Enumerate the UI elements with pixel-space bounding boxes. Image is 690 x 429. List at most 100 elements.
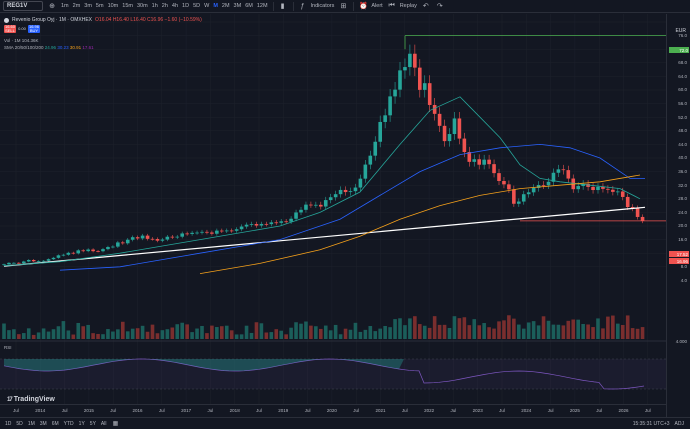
volume-bar: [195, 328, 199, 339]
symbol-search[interactable]: REG1V: [3, 1, 43, 11]
volume-bar: [205, 333, 209, 339]
alert-button[interactable]: Alert: [371, 3, 383, 9]
timeframe-30m[interactable]: 30m: [136, 3, 148, 9]
volume-bar: [254, 322, 259, 339]
price-axis[interactable]: EUR 76.0 72.0 68.0 64.0 60.0 56.0 52.0 48.0 44.0…: [666, 14, 690, 419]
price-chart[interactable]: [0, 14, 666, 404]
redo-icon[interactable]: ↷: [436, 3, 443, 10]
clock-time[interactable]: 15:35:31 UTC+3: [632, 421, 670, 427]
volume-bar: [51, 329, 56, 339]
timeframe-6M[interactable]: 6M: [245, 3, 253, 9]
replay-icon[interactable]: ⏮: [388, 2, 395, 9]
add-symbol-icon[interactable]: ⊕: [49, 3, 55, 10]
sma20-line: [3, 96, 641, 267]
range-All[interactable]: All: [100, 420, 107, 427]
adj-toggle[interactable]: ADJ: [674, 421, 684, 427]
indicators-icon[interactable]: ƒ: [300, 2, 305, 10]
candle-body: [254, 224, 259, 226]
range-group: 1D 5D 1M 3M 6M YTD 1Y 5Y All: [0, 421, 106, 427]
candle-body: [165, 236, 170, 240]
timeframe-3m[interactable]: 3m: [84, 3, 92, 9]
symbol-dot-icon: [4, 18, 9, 23]
alert-icon[interactable]: ⏰: [359, 3, 368, 10]
range-5D[interactable]: 5D: [16, 420, 23, 427]
rsi-legend[interactable]: RSI: [4, 345, 12, 350]
range-5Y[interactable]: 5Y: [89, 420, 96, 427]
candle-body: [611, 189, 615, 192]
volume-bar: [482, 323, 486, 339]
range-1D[interactable]: 1D: [5, 420, 12, 427]
volume-bar: [130, 328, 135, 339]
volume-bar: [12, 329, 16, 339]
volume-bar: [521, 328, 526, 339]
timeframe-1D[interactable]: 1D: [182, 3, 190, 9]
calendar-icon[interactable]: ▦: [112, 421, 119, 427]
timeframe-1m[interactable]: 1m: [61, 3, 69, 9]
volume-bar: [457, 318, 462, 339]
candle-body: [279, 221, 283, 223]
range-YTD[interactable]: YTD: [63, 420, 74, 427]
volume-bar: [309, 325, 313, 339]
volume-bar: [299, 323, 303, 339]
volume-bar: [517, 324, 521, 339]
candle-body: [71, 252, 76, 254]
candle-body: [353, 187, 358, 192]
volume-bar: [140, 325, 145, 339]
indicators-button[interactable]: Indicators: [310, 3, 335, 9]
volume-bar: [56, 326, 61, 339]
undo-icon[interactable]: ↶: [422, 3, 429, 10]
volume-bar: [413, 316, 417, 339]
volume-bar: [121, 321, 125, 339]
templates-icon[interactable]: ⊞: [340, 3, 347, 10]
volume-bar: [155, 333, 160, 339]
timeframe-W[interactable]: W: [204, 3, 210, 9]
timeframe-5m[interactable]: 5m: [95, 3, 104, 9]
sma-legend[interactable]: SMA 20/50/100/200 24.96 30.23 30.91 17.6…: [4, 44, 94, 51]
time-tick: Jul: [401, 408, 408, 413]
candle-body: [482, 159, 486, 165]
volume-bar: [576, 319, 580, 339]
sell-button[interactable]: 16.60 SELL: [4, 25, 16, 33]
range-1M[interactable]: 1M: [27, 420, 35, 427]
volume-bar: [497, 321, 501, 339]
candle-body: [31, 259, 36, 262]
candle-body: [541, 184, 546, 186]
candle-body: [556, 169, 561, 173]
volume-legend[interactable]: Vol · 1M 104.36K: [4, 37, 94, 44]
time-axis[interactable]: Jul 2014 Jul 2015 Jul 2016 Jul 2017 Jul 2018 Jul 20…: [0, 404, 666, 416]
timeframe-3M[interactable]: 3M: [233, 3, 242, 9]
candle-body: [244, 224, 249, 227]
candle-body: [497, 173, 501, 182]
timeframe-10m[interactable]: 10m: [107, 3, 119, 9]
timeframe-5D[interactable]: 5D: [193, 3, 201, 9]
timeframe-M[interactable]: M: [213, 3, 218, 9]
replay-button[interactable]: Replay: [399, 3, 417, 9]
timeframe-2M[interactable]: 2M: [221, 3, 230, 9]
candle-body: [111, 246, 115, 248]
volume-bar: [348, 329, 353, 339]
range-1Y[interactable]: 1Y: [78, 420, 85, 427]
buy-button[interactable]: 16.96 BUY: [28, 25, 40, 33]
candle-body: [294, 212, 298, 219]
candle-body: [12, 262, 16, 264]
range-3M[interactable]: 3M: [39, 420, 47, 427]
timeframe-2m[interactable]: 2m: [72, 3, 81, 9]
time-tick: 2017: [181, 408, 192, 413]
candle-body: [398, 70, 402, 90]
volume-bar: [294, 322, 298, 339]
timeframe-1h[interactable]: 1h: [151, 3, 158, 9]
time-tick: Jul: [61, 408, 68, 413]
timeframe-2h[interactable]: 2h: [161, 3, 168, 9]
timeframe-15m[interactable]: 15m: [122, 3, 133, 9]
rsi-line: [3, 358, 645, 390]
candle-type-icon[interactable]: ▮: [280, 3, 285, 10]
volume-bar: [244, 325, 249, 339]
range-6M[interactable]: 6M: [51, 420, 59, 427]
volume-bar: [224, 325, 229, 339]
timeframe-4h[interactable]: 4h: [171, 3, 179, 9]
price-tick: 4.0: [680, 277, 687, 283]
tradingview-logo: 17 TradingView: [7, 396, 55, 403]
candle-body: [586, 184, 590, 187]
candle-body: [338, 189, 343, 195]
timeframe-12M[interactable]: 12M: [256, 3, 268, 9]
